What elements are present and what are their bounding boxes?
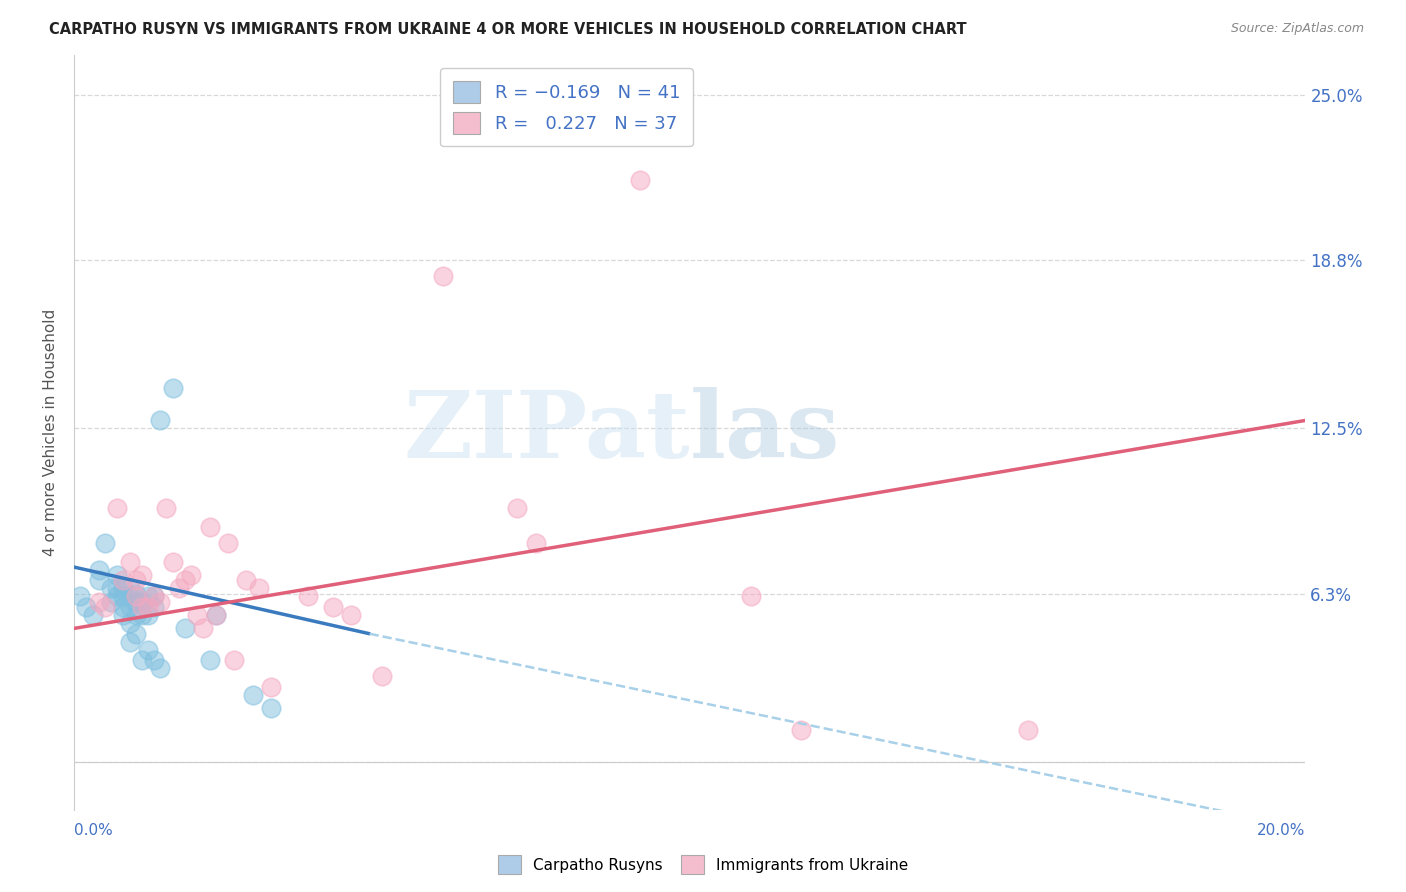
Point bbox=[131, 568, 153, 582]
Point bbox=[118, 582, 141, 596]
Point bbox=[112, 582, 135, 596]
Point bbox=[131, 595, 153, 609]
Point bbox=[143, 590, 166, 604]
Point bbox=[131, 653, 153, 667]
Point bbox=[789, 723, 811, 737]
Text: las: las bbox=[690, 387, 841, 477]
Point bbox=[136, 608, 159, 623]
Point bbox=[162, 555, 184, 569]
Point bbox=[193, 621, 215, 635]
Text: 0.0%: 0.0% bbox=[75, 823, 112, 838]
Text: 20.0%: 20.0% bbox=[1257, 823, 1305, 838]
Point bbox=[105, 501, 128, 516]
Point bbox=[247, 582, 270, 596]
Point bbox=[118, 634, 141, 648]
Point bbox=[100, 595, 122, 609]
Point bbox=[118, 590, 141, 604]
Point bbox=[105, 582, 128, 596]
Point bbox=[124, 608, 146, 623]
Point bbox=[167, 582, 190, 596]
Point bbox=[69, 590, 91, 604]
Point bbox=[118, 616, 141, 631]
Point bbox=[235, 574, 257, 588]
Text: CARPATHO RUSYN VS IMMIGRANTS FROM UKRAINE 4 OR MORE VEHICLES IN HOUSEHOLD CORREL: CARPATHO RUSYN VS IMMIGRANTS FROM UKRAIN… bbox=[49, 22, 967, 37]
Point bbox=[87, 563, 110, 577]
Point bbox=[322, 600, 344, 615]
Point bbox=[174, 621, 197, 635]
Point bbox=[112, 574, 135, 588]
Point bbox=[94, 536, 117, 550]
Point bbox=[131, 600, 153, 615]
Point bbox=[143, 600, 166, 615]
Point bbox=[143, 653, 166, 667]
Point bbox=[112, 600, 135, 615]
Point bbox=[340, 608, 363, 623]
Point bbox=[124, 595, 146, 609]
Point bbox=[131, 608, 153, 623]
Point bbox=[124, 590, 146, 604]
Point bbox=[204, 608, 226, 623]
Point bbox=[118, 600, 141, 615]
Y-axis label: 4 or more Vehicles in Household: 4 or more Vehicles in Household bbox=[44, 309, 58, 556]
Point bbox=[217, 536, 239, 550]
Point bbox=[198, 520, 221, 534]
Point bbox=[432, 269, 454, 284]
Point bbox=[124, 626, 146, 640]
Point bbox=[371, 669, 394, 683]
Point bbox=[105, 590, 128, 604]
Point bbox=[143, 590, 166, 604]
Point bbox=[136, 600, 159, 615]
Point bbox=[136, 590, 159, 604]
Point bbox=[630, 173, 652, 187]
Point bbox=[105, 568, 128, 582]
Text: ZIPat: ZIPat bbox=[404, 387, 690, 477]
Point bbox=[112, 608, 135, 623]
Point bbox=[204, 608, 226, 623]
Point bbox=[297, 590, 319, 604]
Point bbox=[155, 501, 177, 516]
Point bbox=[87, 574, 110, 588]
Point bbox=[124, 574, 146, 588]
Point bbox=[149, 413, 172, 427]
Point bbox=[124, 587, 146, 601]
Point bbox=[149, 661, 172, 675]
Text: Source: ZipAtlas.com: Source: ZipAtlas.com bbox=[1230, 22, 1364, 36]
Point bbox=[186, 608, 208, 623]
Point bbox=[740, 590, 762, 604]
Point bbox=[242, 688, 264, 702]
Point bbox=[149, 595, 172, 609]
Point bbox=[524, 536, 547, 550]
Point bbox=[198, 653, 221, 667]
Point bbox=[180, 568, 202, 582]
Point bbox=[162, 381, 184, 395]
Point bbox=[82, 608, 104, 623]
Point bbox=[75, 600, 97, 615]
Point bbox=[94, 600, 117, 615]
Legend: R = −0.169   N = 41, R =   0.227   N = 37: R = −0.169 N = 41, R = 0.227 N = 37 bbox=[440, 68, 693, 146]
Point bbox=[136, 642, 159, 657]
Point bbox=[112, 590, 135, 604]
Point bbox=[506, 501, 529, 516]
Point bbox=[260, 701, 283, 715]
Point bbox=[260, 680, 283, 694]
Point bbox=[224, 653, 246, 667]
Point bbox=[1017, 723, 1039, 737]
Legend: Carpatho Rusyns, Immigrants from Ukraine: Carpatho Rusyns, Immigrants from Ukraine bbox=[492, 849, 914, 880]
Point bbox=[174, 574, 197, 588]
Point bbox=[118, 555, 141, 569]
Point bbox=[100, 582, 122, 596]
Point bbox=[87, 595, 110, 609]
